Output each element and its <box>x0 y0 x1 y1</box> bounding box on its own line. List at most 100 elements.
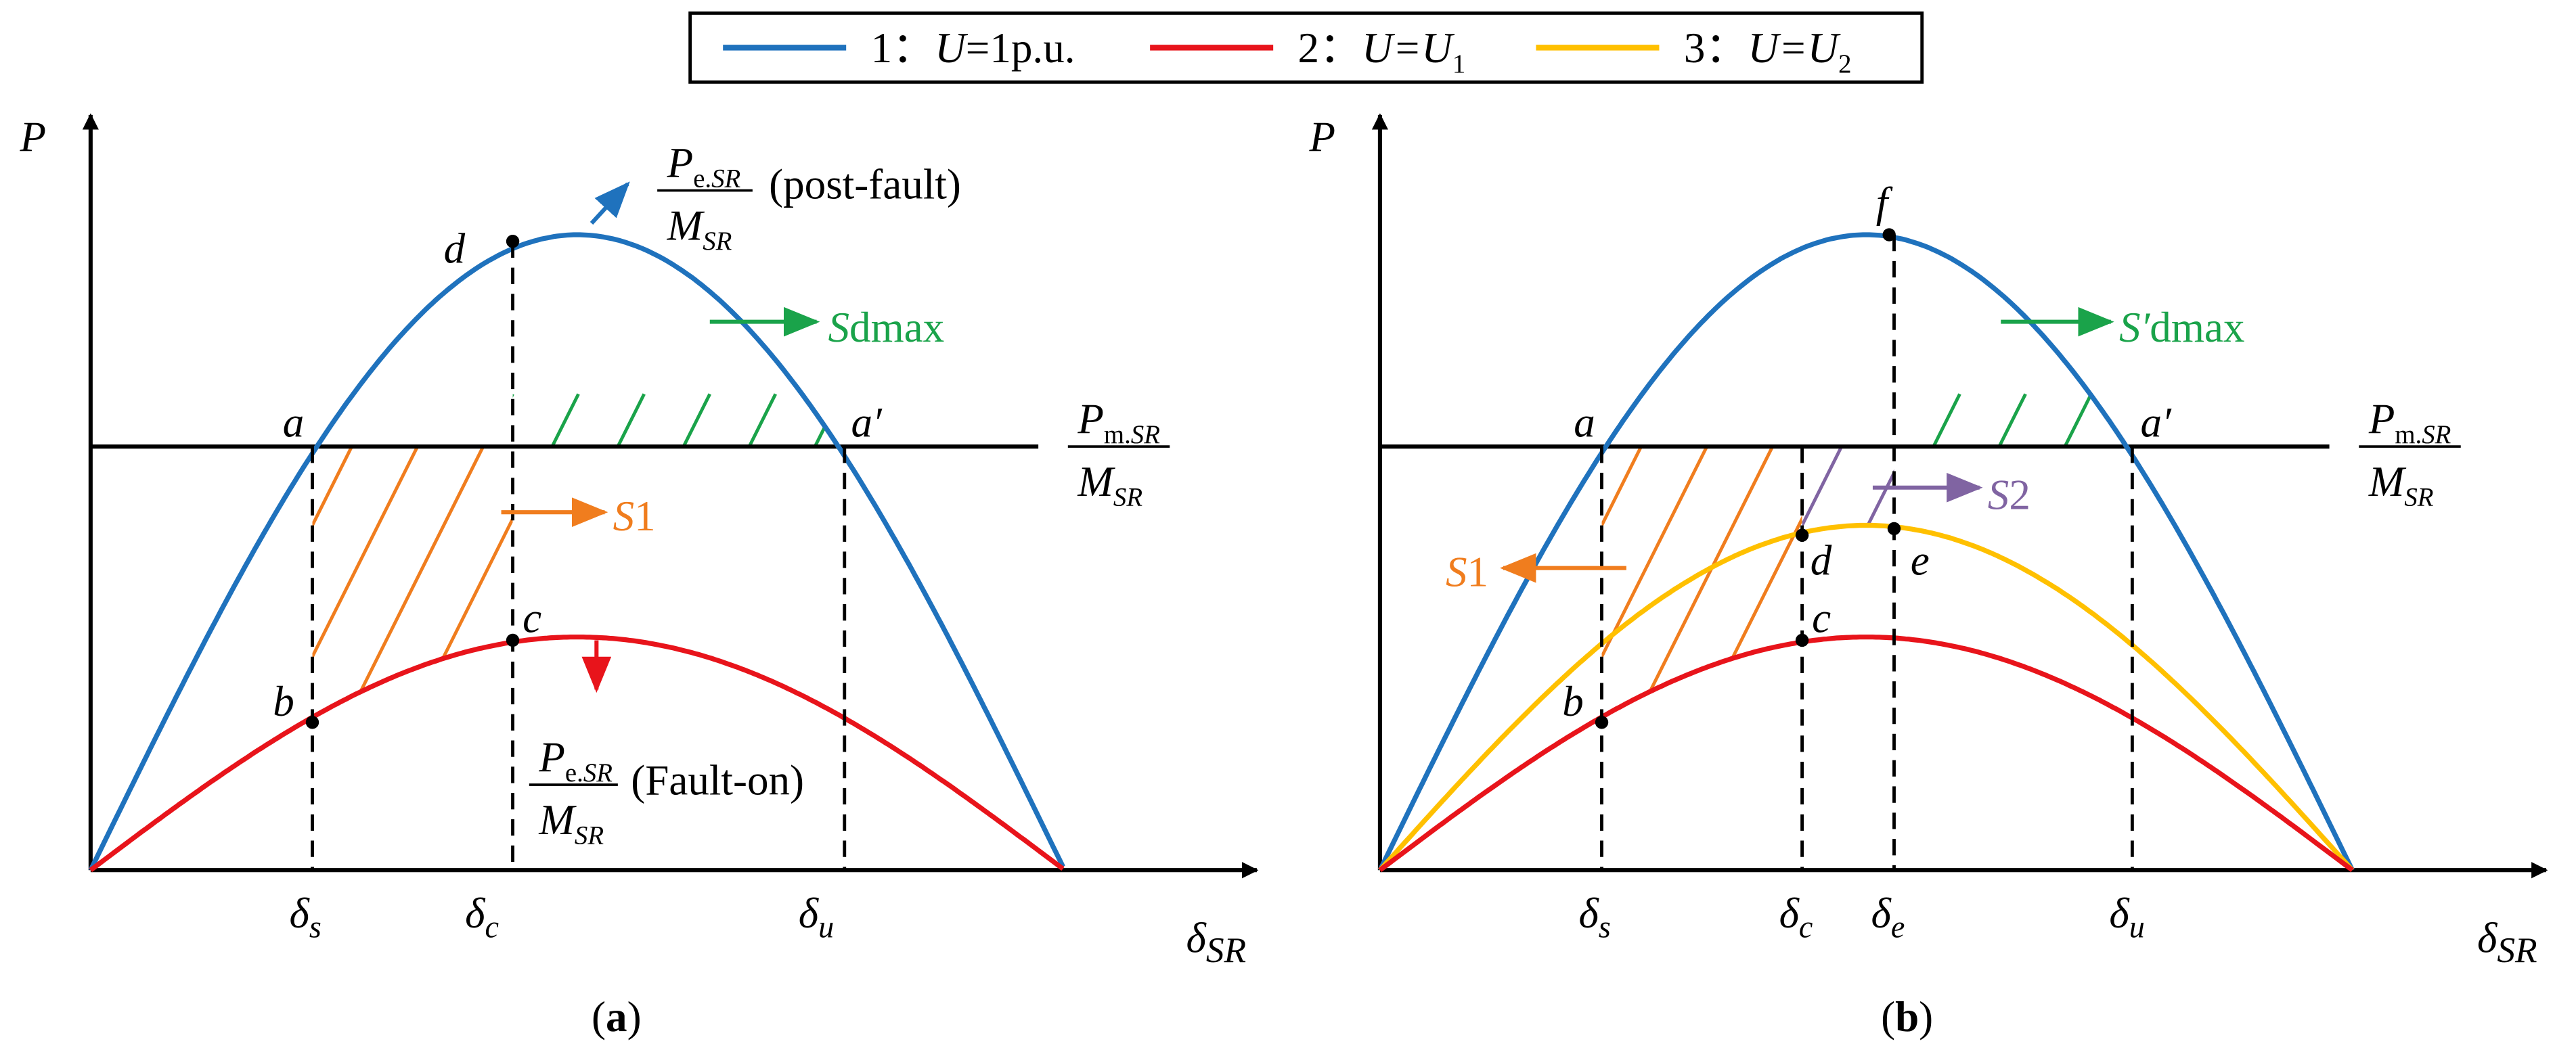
text-part: s <box>1599 910 1611 944</box>
text-part: M <box>538 796 577 844</box>
text-part: δ <box>799 890 820 937</box>
point <box>1595 716 1609 729</box>
fraction-denominator: MSR <box>2368 458 2434 512</box>
text-part: δ <box>1579 890 1600 937</box>
hatch-line <box>1601 446 1735 718</box>
text-part: b <box>1895 993 1919 1040</box>
text-part: δ <box>2477 915 2498 962</box>
y-axis-label: P <box>1309 113 1336 160</box>
text-part: 1： <box>871 24 935 72</box>
text-part: c <box>1812 594 1831 641</box>
text-part: e. <box>565 758 583 787</box>
text-part: =U <box>1779 24 1841 72</box>
point-label: c <box>1812 594 1831 641</box>
hatch-line <box>1601 446 1800 718</box>
fraction-denominator: MSR <box>1077 458 1142 512</box>
text-part: m. <box>1104 420 1131 449</box>
x-tick-label: δu <box>2109 890 2144 944</box>
hatch-line <box>1802 446 1894 533</box>
legend-label: 3：U=U2 <box>1684 24 1852 78</box>
fraction-denominator: MSR <box>667 202 732 256</box>
text-part: δ <box>290 890 311 937</box>
point <box>305 716 319 729</box>
hatch-line <box>1731 446 1802 718</box>
text-part: ) <box>627 993 642 1040</box>
text-part: c <box>1799 910 1813 944</box>
point <box>1887 522 1901 536</box>
text-part: SR <box>1113 482 1142 511</box>
text-part: M <box>2368 458 2407 505</box>
fraction-numerator: Pe.SR <box>667 139 741 193</box>
text-part: c <box>523 594 541 641</box>
text-part: SR <box>711 164 740 193</box>
text-part: P <box>1077 396 1104 443</box>
panel-caption: (b) <box>1881 993 1933 1040</box>
text-part: S <box>613 492 635 540</box>
hatch-line <box>512 393 514 457</box>
point-label: f <box>1876 179 1893 226</box>
point-label: a′ <box>2141 399 2173 446</box>
x-tick-label: δc <box>465 890 499 944</box>
curve <box>1378 634 2354 873</box>
hatch-line <box>1666 446 1802 718</box>
text-part: d <box>1811 536 1832 584</box>
text-part: S <box>1988 471 2009 518</box>
point <box>1795 528 1809 542</box>
text-part: =U <box>1393 24 1455 72</box>
text-part: S′ <box>2119 304 2151 351</box>
fraction-denominator: MSR <box>538 796 604 850</box>
text-part: m. <box>2395 420 2422 449</box>
curve <box>89 634 1065 873</box>
point-label: c <box>523 594 541 641</box>
text-part: δ <box>1871 890 1892 937</box>
annotation: (Fault-on) <box>631 757 804 804</box>
hatch-line <box>512 393 646 457</box>
area-label: S1 <box>1446 548 1488 595</box>
text-part: (Fault-on) <box>631 757 804 804</box>
text-part: e <box>1891 910 1905 944</box>
hatch-line <box>907 394 1170 919</box>
text-part: SR <box>583 758 613 787</box>
text-part: dmax <box>849 304 944 351</box>
area-label: S1 <box>613 492 656 540</box>
point <box>506 633 520 647</box>
point-label: d <box>1811 536 1832 584</box>
text-part: U <box>1748 24 1781 72</box>
fraction-numerator: Pm.SR <box>1077 396 1160 450</box>
x-tick-label: δs <box>290 890 321 944</box>
text-part: P <box>20 113 47 160</box>
text-part: S <box>828 304 849 351</box>
hatch-line <box>1601 446 1669 718</box>
text-part: SR <box>1206 930 1246 970</box>
hatch-line <box>1894 393 2093 453</box>
text-part: P <box>2368 396 2395 443</box>
hatch-line <box>184 394 447 919</box>
area-label: S2 <box>1988 471 2030 518</box>
text-part: SR <box>2404 482 2433 511</box>
point-label: b <box>273 678 294 725</box>
area-label: Sdmax <box>828 304 944 351</box>
text-part: 2 <box>1838 49 1851 78</box>
text-part: dmax <box>2150 304 2244 351</box>
text-part: d <box>444 225 466 272</box>
point-label: a′ <box>851 399 883 446</box>
point <box>1795 633 1809 647</box>
panel-caption: (a) <box>592 993 642 1040</box>
text-part: a <box>606 993 627 1040</box>
text-part: δ <box>1779 890 1800 937</box>
legend-label: 2：U=U1 <box>1298 24 1466 78</box>
text-part: a <box>283 399 305 446</box>
text-part: SR <box>2422 420 2451 449</box>
point-label: d <box>444 225 466 272</box>
text-part: b <box>1562 678 1584 725</box>
x-tick-label: δs <box>1579 890 1611 944</box>
text-part: e <box>1911 536 1930 584</box>
fraction-numerator: Pm.SR <box>2368 396 2451 450</box>
text-part: S <box>1446 548 1467 595</box>
text-part: SR <box>703 227 732 256</box>
text-part: u <box>2129 910 2145 944</box>
x-tick-label: δu <box>799 890 834 944</box>
legend-label: 1：U=1p.u. <box>871 24 1075 72</box>
arrow <box>590 181 630 225</box>
text-part: P <box>667 139 694 187</box>
